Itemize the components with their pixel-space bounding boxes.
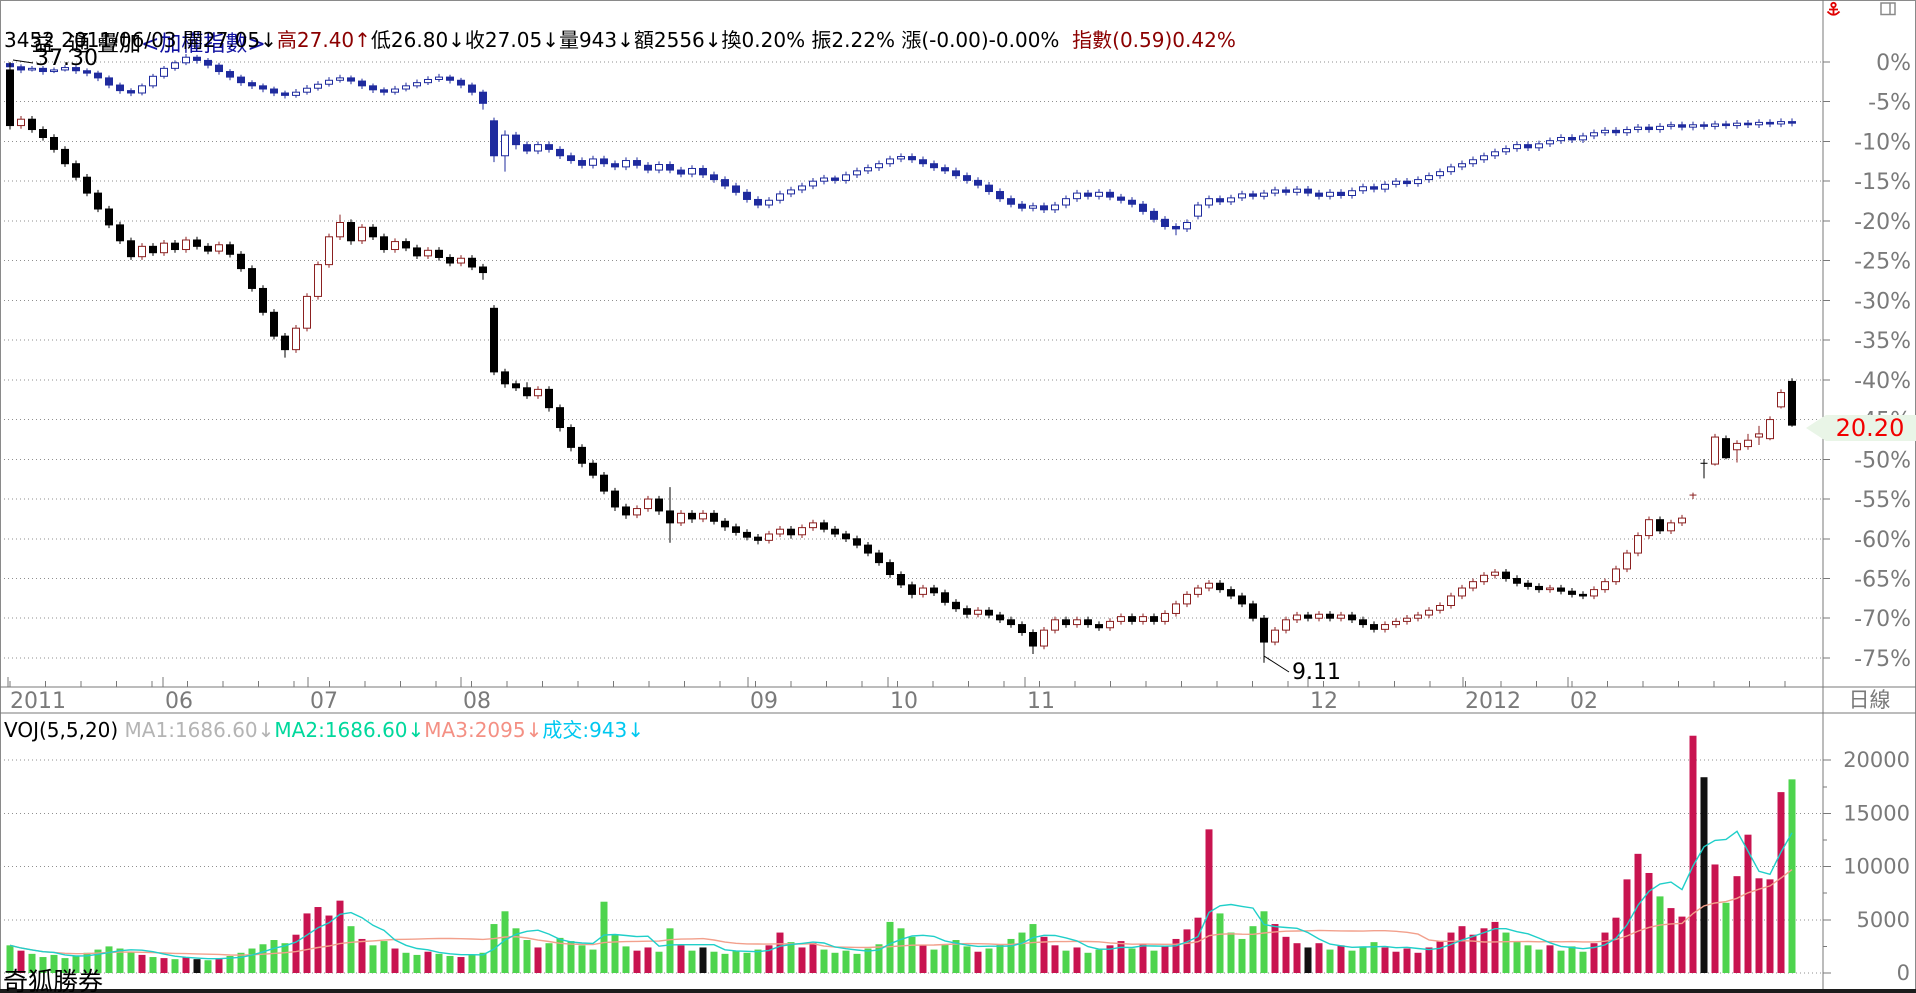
brand-label: 奇狐勝券 [3, 967, 104, 993]
svg-text:-35%: -35% [1854, 329, 1911, 354]
svg-text:11: 11 [1027, 689, 1055, 714]
text-segment: VOJ(5,5,20) [4, 718, 125, 742]
svg-text:12: 12 [1310, 689, 1338, 714]
svg-text:09: 09 [750, 689, 778, 714]
svg-text:-25%: -25% [1854, 250, 1911, 275]
svg-text:-75%: -75% [1854, 647, 1911, 672]
annotation-low: 9.11 [1292, 660, 1341, 685]
text-segment: MA3:2095↓ [424, 718, 543, 742]
stock-name: 益 通 疊加 [31, 32, 141, 57]
window-panes-icon[interactable] [1880, 2, 1897, 16]
anchor-icon[interactable] [1824, 1, 1843, 18]
svg-text:-10%: -10% [1854, 130, 1911, 155]
overlay-index-name: <加權指數> [140, 32, 266, 57]
svg-text:06: 06 [165, 689, 193, 714]
svg-text:08: 08 [463, 689, 491, 714]
text-segment: MA2:1686.60↓ [274, 718, 425, 742]
svg-text:20000: 20000 [1843, 748, 1910, 772]
svg-text:-40%: -40% [1854, 369, 1911, 394]
text-segment: 高27.40↑ [276, 28, 371, 52]
text-segment: 3452 2011/06/03 開27.05↓ [4, 28, 277, 52]
text-segment: 成交:943↓ [542, 718, 645, 742]
svg-text:5000: 5000 [1857, 908, 1910, 932]
svg-text:10000: 10000 [1843, 855, 1910, 879]
last-price-tag: 20.20 [1835, 414, 1905, 442]
svg-text:2011: 2011 [10, 689, 66, 714]
svg-text:2012: 2012 [1465, 689, 1521, 714]
page-title: 益 通 疊加<加權指數> [4, 1, 266, 83]
text-segment: 指數(0.59)0.42% [1072, 28, 1236, 52]
svg-text:0%: 0% [1876, 51, 1911, 76]
period-label[interactable]: 日線 [1848, 688, 1891, 712]
svg-text:10: 10 [890, 689, 918, 714]
svg-text:-5%: -5% [1868, 91, 1911, 116]
text-segment: 低26.80↓收27.05↓量943↓額2556↓換0.20% 振2.22% 漲… [370, 28, 1073, 52]
svg-text:07: 07 [310, 689, 338, 714]
info-bar: 3452 2011/06/03 開27.05↓高27.40↑低26.80↓收27… [4, 24, 1236, 53]
svg-text:-55%: -55% [1854, 488, 1911, 513]
svg-text:-15%: -15% [1854, 170, 1911, 195]
svg-text:-50%: -50% [1854, 448, 1911, 473]
svg-text:02: 02 [1570, 689, 1598, 714]
svg-text:-65%: -65% [1854, 567, 1911, 592]
volume-indicator-bar: VOJ(5,5,20) MA1:1686.60↓MA2:1686.60↓MA3:… [4, 714, 644, 743]
annotation-high: 37.30 [35, 46, 98, 71]
svg-text:-70%: -70% [1854, 607, 1911, 632]
svg-text:15000: 15000 [1843, 801, 1910, 825]
svg-text:-60%: -60% [1854, 528, 1911, 553]
text-segment: MA1:1686.60↓ [124, 718, 275, 742]
svg-text:0: 0 [1897, 961, 1910, 985]
svg-text:-30%: -30% [1854, 289, 1911, 314]
svg-text:-20%: -20% [1854, 210, 1911, 235]
